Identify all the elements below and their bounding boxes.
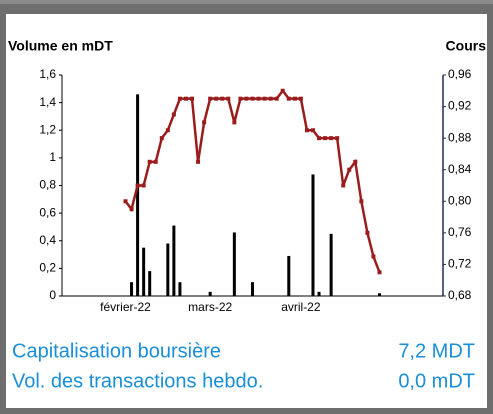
y-tick-label: 1,2 bbox=[39, 122, 56, 136]
panel bbox=[6, 14, 487, 408]
price-point bbox=[250, 96, 255, 101]
price-point bbox=[359, 199, 364, 204]
y-tick-label: 0,8 bbox=[39, 178, 56, 192]
bar bbox=[311, 174, 315, 296]
bar bbox=[130, 282, 134, 296]
bar bbox=[178, 282, 182, 296]
bar bbox=[172, 225, 176, 296]
price-point bbox=[177, 96, 182, 101]
price-point bbox=[286, 96, 291, 101]
y2-axis-title: Cours bbox=[446, 38, 487, 54]
y-tick-label: 0 bbox=[49, 288, 56, 302]
price-point bbox=[310, 128, 315, 133]
price-point bbox=[123, 199, 128, 204]
y2-tick-label: 0,96 bbox=[448, 67, 472, 81]
bar bbox=[287, 255, 291, 296]
x-tick-label: avril-22 bbox=[281, 300, 321, 314]
price-point bbox=[323, 136, 328, 141]
top-band bbox=[0, 0, 493, 4]
price-point bbox=[159, 136, 164, 141]
price-point bbox=[183, 96, 188, 101]
y2-tick-label: 0,92 bbox=[448, 99, 472, 113]
price-point bbox=[292, 96, 297, 101]
price-point bbox=[147, 159, 152, 164]
bar bbox=[136, 94, 140, 297]
y2-tick-label: 0,88 bbox=[448, 130, 472, 144]
price-point bbox=[196, 159, 201, 164]
price-point bbox=[190, 96, 195, 101]
bar bbox=[232, 232, 236, 296]
price-point bbox=[208, 96, 213, 101]
price-point bbox=[135, 183, 140, 188]
price-point bbox=[129, 207, 134, 212]
y-tick-label: 1 bbox=[49, 150, 56, 164]
price-point bbox=[226, 96, 231, 101]
price-point bbox=[165, 128, 170, 133]
y2-tick-label: 0,76 bbox=[448, 225, 472, 239]
bar bbox=[166, 243, 170, 296]
summary-value: 7,2 MDT bbox=[398, 340, 475, 362]
price-point bbox=[238, 96, 243, 101]
price-point bbox=[220, 96, 225, 101]
y2-tick-label: 0,72 bbox=[448, 257, 472, 271]
y-tick-label: 0,6 bbox=[39, 205, 56, 219]
y-tick-label: 0,4 bbox=[39, 233, 56, 247]
price-point bbox=[304, 128, 309, 133]
y-tick-label: 0,2 bbox=[39, 261, 56, 275]
y-tick-label: 1,6 bbox=[39, 67, 56, 81]
y-tick-label: 1,4 bbox=[39, 95, 56, 109]
price-point bbox=[298, 96, 303, 101]
y2-tick-label: 0,84 bbox=[448, 162, 472, 176]
price-point bbox=[274, 96, 279, 101]
price-point bbox=[365, 230, 370, 235]
bar bbox=[317, 291, 321, 296]
price-point bbox=[341, 183, 346, 188]
y2-tick-label: 0,68 bbox=[448, 288, 472, 302]
price-point bbox=[335, 136, 340, 141]
price-point bbox=[141, 183, 146, 188]
summary-value: 0,0 mDT bbox=[398, 370, 475, 392]
bar bbox=[148, 271, 152, 296]
summary-label: Capitalisation boursière bbox=[12, 340, 221, 362]
price-point bbox=[280, 88, 285, 93]
price-point bbox=[232, 120, 237, 125]
price-point bbox=[268, 96, 273, 101]
y-axis-title: Volume en mDT bbox=[8, 38, 113, 54]
price-point bbox=[171, 112, 176, 117]
price-point bbox=[347, 167, 352, 172]
price-point bbox=[317, 136, 322, 141]
bar bbox=[142, 247, 146, 296]
price-point bbox=[214, 96, 219, 101]
price-point bbox=[256, 96, 261, 101]
price-point bbox=[244, 96, 249, 101]
bar bbox=[329, 233, 333, 296]
bar bbox=[208, 291, 212, 296]
price-point bbox=[153, 159, 158, 164]
price-point bbox=[329, 136, 334, 141]
price-point bbox=[371, 254, 376, 259]
bar bbox=[378, 293, 381, 296]
price-point bbox=[377, 270, 382, 275]
x-tick-label: février-22 bbox=[100, 300, 151, 314]
bar bbox=[251, 282, 254, 296]
x-tick-label: mars-22 bbox=[188, 300, 232, 314]
summary-label: Vol. des transactions hebdo. bbox=[12, 370, 263, 392]
price-point bbox=[202, 120, 207, 125]
price-line bbox=[124, 88, 381, 273]
y2-tick-label: 0,80 bbox=[448, 193, 472, 207]
price-point bbox=[262, 96, 267, 101]
price-point bbox=[353, 159, 358, 164]
